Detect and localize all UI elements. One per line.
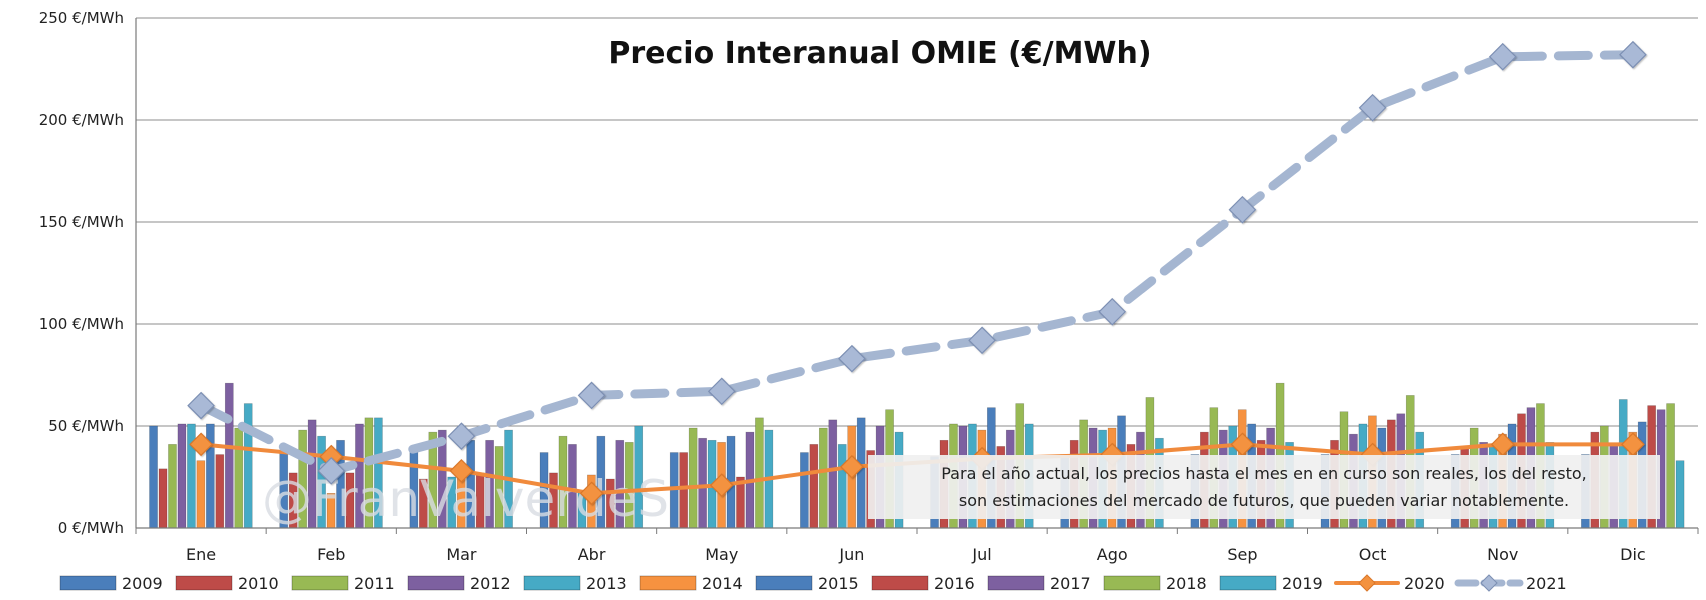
marker-2021 bbox=[1228, 195, 1257, 224]
bar-2017 bbox=[224, 382, 234, 529]
watermark-text: @FranValverdeS bbox=[262, 470, 669, 528]
x-category-label: Feb bbox=[317, 545, 345, 564]
bar-2019 bbox=[1675, 460, 1685, 529]
bar-2014 bbox=[196, 460, 206, 529]
marker-2021 bbox=[577, 381, 606, 410]
x-category-label: Jun bbox=[838, 545, 864, 564]
x-category-label: Jul bbox=[971, 545, 991, 564]
legend-swatch-2012 bbox=[407, 575, 465, 591]
line-series-group bbox=[187, 40, 1647, 506]
marker-2021 bbox=[1358, 93, 1387, 122]
gridlines bbox=[136, 17, 1698, 427]
marker-2021 bbox=[317, 457, 346, 485]
y-tick-label: 100 €/MWh bbox=[39, 315, 124, 333]
x-category-label: Dic bbox=[1620, 545, 1646, 564]
annotation-line-1: Para el año actual, los precios hasta el… bbox=[941, 464, 1586, 483]
marker-2021 bbox=[187, 391, 215, 420]
x-category-label: Sep bbox=[1227, 545, 1257, 564]
bar-2019 bbox=[243, 403, 253, 529]
axes bbox=[135, 18, 1699, 534]
bar-2011 bbox=[688, 427, 698, 529]
legend-swatch-2016 bbox=[871, 575, 929, 591]
legend-swatch-2011 bbox=[291, 575, 349, 591]
legend-swatch-2009 bbox=[59, 575, 117, 591]
y-tick-label: 0 €/MWh bbox=[58, 519, 124, 537]
legend-swatch-2014 bbox=[639, 575, 697, 591]
x-category-label: Nov bbox=[1487, 545, 1518, 564]
marker-2021 bbox=[447, 422, 476, 451]
marker-2021 bbox=[838, 344, 866, 373]
legend-swatch-2018 bbox=[1103, 575, 1161, 591]
legend-label-2010: 2010 bbox=[238, 574, 279, 593]
bar-2018 bbox=[234, 427, 244, 529]
x-category-label: Ago bbox=[1097, 545, 1128, 564]
bar-2012 bbox=[698, 437, 707, 529]
bar-2011 bbox=[818, 427, 828, 529]
bar-2010 bbox=[679, 452, 689, 529]
legend-swatch-2017 bbox=[987, 575, 1045, 591]
legend-swatch-2013 bbox=[523, 575, 581, 591]
marker-2021 bbox=[1619, 40, 1647, 69]
x-axis-labels: Ene Feb Mar Abr May Jun Jul Ago Sep Oct Nov Dic bbox=[186, 545, 1646, 564]
marker-2020 bbox=[449, 459, 474, 483]
x-category-label: Abr bbox=[578, 545, 606, 564]
legend-label-2019: 2019 bbox=[1282, 574, 1323, 593]
marker-2020 bbox=[579, 481, 604, 506]
bar-2011 bbox=[168, 444, 177, 529]
legend-label-2016: 2016 bbox=[934, 574, 975, 593]
bar-2010 bbox=[158, 468, 168, 529]
legend-label-2021: 2021 bbox=[1526, 574, 1567, 593]
y-tick-label: 50 €/MWh bbox=[48, 417, 124, 435]
legend-label-2014: 2014 bbox=[702, 574, 743, 593]
annotation-line-2: son estimaciones del mercado de futuros,… bbox=[959, 491, 1569, 510]
bar-2016 bbox=[215, 454, 225, 529]
marker-2020 bbox=[840, 454, 864, 479]
bar-2013 bbox=[837, 444, 847, 529]
bar-2009 bbox=[149, 425, 158, 529]
marker-2020 bbox=[189, 432, 213, 457]
bar-2018 bbox=[755, 417, 764, 529]
marker-2021 bbox=[1098, 297, 1127, 326]
legend-label-2009: 2009 bbox=[122, 574, 163, 593]
legend-marker-2021 bbox=[1480, 574, 1498, 592]
legend-label-2012: 2012 bbox=[470, 574, 511, 593]
legend-label-2013: 2013 bbox=[586, 574, 627, 593]
line-2021 bbox=[196, 50, 1638, 476]
y-tick-label: 150 €/MWh bbox=[39, 213, 124, 231]
marker-2021 bbox=[968, 326, 996, 355]
y-tick-label: 200 €/MWh bbox=[39, 111, 124, 129]
legend-label-2018: 2018 bbox=[1166, 574, 1207, 593]
legend-swatch-2019 bbox=[1219, 575, 1277, 591]
bar-2018 bbox=[1666, 403, 1675, 529]
chart-title: Precio Interanual OMIE (€/MWh) bbox=[608, 36, 1151, 71]
bar-2012 bbox=[177, 423, 187, 529]
marker-2021 bbox=[707, 377, 736, 406]
x-category-label: Mar bbox=[446, 545, 477, 564]
legend-swatch-2010 bbox=[175, 575, 233, 591]
legend-swatch-2015 bbox=[755, 575, 813, 591]
legend-label-2020: 2020 bbox=[1404, 574, 1445, 593]
annotation-box: Para el año actual, los precios hasta el… bbox=[868, 455, 1660, 519]
x-category-label: May bbox=[705, 545, 738, 564]
bar-2010 bbox=[809, 444, 819, 529]
bar-2015 bbox=[856, 417, 866, 529]
y-axis-ticks: 0 €/MWh 50 €/MWh 100 €/MWh 150 €/MWh 200 €/M… bbox=[39, 9, 124, 537]
y-tick-label: 250 €/MWh bbox=[39, 9, 124, 27]
marker-2020 bbox=[709, 473, 734, 498]
marker-2021 bbox=[1488, 42, 1517, 71]
legend-label-2011: 2011 bbox=[354, 574, 395, 593]
bar-2012 bbox=[828, 419, 838, 529]
bar-2009 bbox=[800, 452, 809, 529]
annotation-background bbox=[868, 455, 1660, 519]
x-category-label: Ene bbox=[186, 545, 216, 564]
legend: 2009 2010 2011 2012 2013 2014 2015 2016 2017 2018… bbox=[59, 574, 1567, 593]
legend-label-2015: 2015 bbox=[818, 574, 859, 593]
legend-marker-2020 bbox=[1358, 574, 1376, 592]
legend-label-2017: 2017 bbox=[1050, 574, 1091, 593]
x-category-label: Oct bbox=[1359, 545, 1387, 564]
